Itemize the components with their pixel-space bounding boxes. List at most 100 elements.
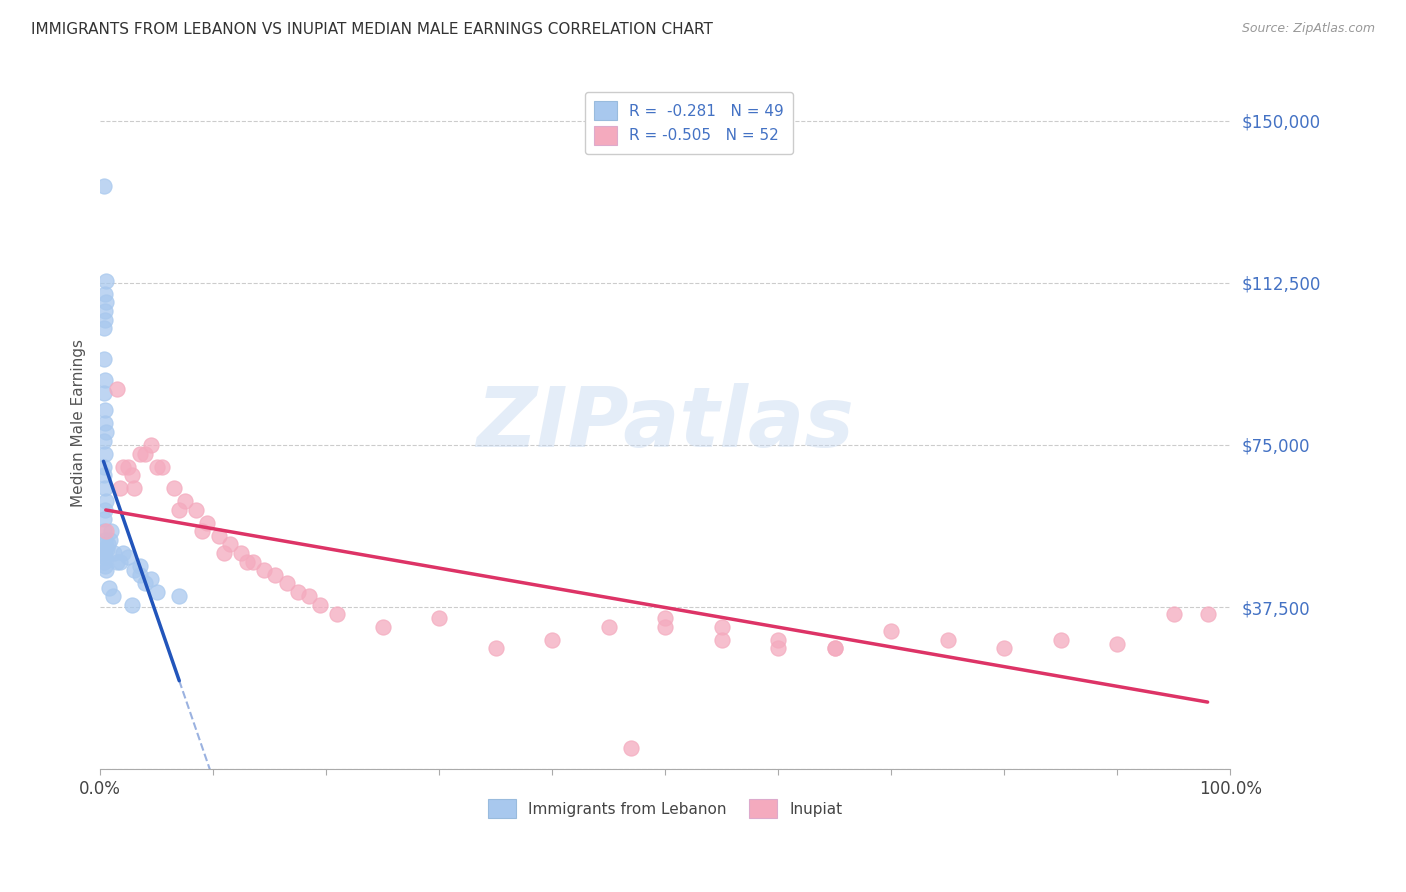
Point [710, 619, 733, 633]
Point [94, 425, 117, 439]
Point [287, 585, 309, 599]
Text: IMMIGRANTS FROM LEBANON VS INUPIAT MEDIAN MALE EARNINGS CORRELATION CHART: IMMIGRANTS FROM LEBANON VS INUPIAT MEDIA… [31, 22, 713, 37]
Point [93, 447, 115, 461]
Point [93, 434, 115, 448]
Point [598, 619, 620, 633]
Point [276, 576, 298, 591]
Point [197, 516, 219, 530]
Point [93, 178, 115, 193]
Point [710, 632, 733, 647]
Point [111, 546, 134, 560]
Point [654, 611, 676, 625]
Point [93, 304, 115, 318]
Point [620, 740, 643, 755]
Point [128, 567, 150, 582]
Point [298, 590, 321, 604]
Point [134, 447, 156, 461]
Point [1107, 637, 1129, 651]
Point [93, 541, 115, 556]
Point [134, 576, 156, 591]
Legend: Immigrants from Lebanon, Inupiat: Immigrants from Lebanon, Inupiat [482, 793, 848, 824]
Point [541, 632, 564, 647]
Point [191, 524, 214, 539]
Point [100, 524, 122, 539]
Point [766, 632, 789, 647]
Point [122, 563, 145, 577]
Point [145, 585, 167, 599]
Point [93, 511, 115, 525]
Point [97, 537, 120, 551]
Point [167, 590, 190, 604]
Point [427, 611, 450, 625]
Point [139, 572, 162, 586]
Point [122, 481, 145, 495]
Point [93, 403, 115, 417]
Text: Source: ZipAtlas.com: Source: ZipAtlas.com [1241, 22, 1375, 36]
Point [105, 555, 128, 569]
Point [93, 459, 115, 474]
Point [117, 459, 139, 474]
Point [485, 641, 508, 656]
Point [824, 641, 846, 656]
Point [98, 533, 121, 548]
Point [93, 373, 115, 387]
Point [93, 481, 115, 495]
Point [94, 295, 117, 310]
Point [93, 503, 115, 517]
Point [128, 559, 150, 574]
Point [824, 641, 846, 656]
Point [111, 459, 134, 474]
Point [94, 524, 117, 539]
Point [150, 459, 173, 474]
Point [103, 546, 125, 560]
Point [1049, 632, 1071, 647]
Point [173, 494, 195, 508]
Point [101, 590, 124, 604]
Text: ZIPatlas: ZIPatlas [477, 383, 853, 464]
Point [186, 503, 208, 517]
Point [309, 598, 332, 612]
Point [93, 286, 115, 301]
Point [1197, 607, 1219, 621]
Point [167, 503, 190, 517]
Point [93, 546, 115, 560]
Point [94, 494, 117, 508]
Point [110, 555, 132, 569]
Point [117, 550, 139, 565]
Point [93, 351, 115, 366]
Point [94, 274, 117, 288]
Point [371, 619, 394, 633]
Point [93, 559, 115, 574]
Point [264, 567, 287, 582]
Point [880, 624, 903, 638]
Point [93, 550, 115, 565]
Point [208, 529, 231, 543]
Point [98, 581, 121, 595]
Point [93, 386, 115, 401]
Point [94, 563, 117, 577]
Point [93, 537, 115, 551]
Point [654, 619, 676, 633]
Y-axis label: Median Male Earnings: Median Male Earnings [72, 339, 86, 508]
Point [110, 481, 132, 495]
Point [121, 598, 143, 612]
Point [936, 632, 959, 647]
Point [1163, 607, 1185, 621]
Point [105, 382, 128, 396]
Point [242, 555, 264, 569]
Point [93, 555, 115, 569]
Point [121, 468, 143, 483]
Point [236, 555, 259, 569]
Point [766, 641, 789, 656]
Point [93, 321, 115, 335]
Point [93, 524, 115, 539]
Point [93, 417, 115, 431]
Point [162, 481, 184, 495]
Point [93, 312, 115, 326]
Point [96, 541, 118, 556]
Point [993, 641, 1015, 656]
Point [231, 546, 253, 560]
Point [214, 546, 236, 560]
Point [128, 447, 150, 461]
Point [145, 459, 167, 474]
